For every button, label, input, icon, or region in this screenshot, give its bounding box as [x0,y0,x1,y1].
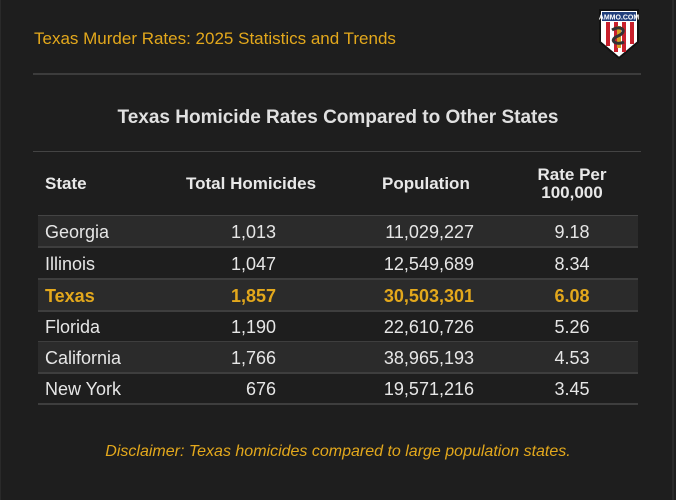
table-row: Georgia 1,013 11,029,227 9.18 [38,216,638,248]
rate-cell: 6.08 [554,286,590,306]
disclaimer: Disclaimer: Texas homicides compared to … [105,443,571,460]
homicides-cell: 1,190 [230,317,276,337]
rate-cell: 8.34 [554,254,590,274]
table-row: Florida 1,190 22,610,726 5.26 [38,311,638,343]
svg-text:★: ★ [617,51,622,57]
column-header-rate: Rate Per 100,000 [537,164,607,202]
homicides-cell: 1,766 [230,348,276,368]
population-cell: 19,571,216 [383,379,474,399]
ammo-com-logo: AMMO.COM ★ [599,9,640,60]
population-cell: 30,503,301 [383,286,474,306]
table-title: Texas Homicide Rates Compared to Other S… [117,107,559,128]
homicides-cell: 1,857 [230,286,276,306]
column-header-state: State [45,173,87,193]
homicides-cell: 1,047 [230,254,276,274]
state-cell: New York [45,379,122,399]
state-cell: Illinois [45,254,96,274]
rate-cell: 4.53 [554,348,590,368]
table-header: State Total Homicides Population Rate Pe… [38,152,638,217]
rate-cell: 5.26 [554,317,590,337]
table-row: New York 676 19,571,216 3.45 [38,373,638,405]
homicides-cell: 1,013 [230,222,276,242]
column-header-total-homicides: Total Homicides [186,173,317,193]
homicides-cell: 676 [245,379,276,399]
divider [33,73,641,75]
rate-cell: 3.45 [554,379,590,399]
svg-text:AMMO.COM: AMMO.COM [599,15,640,22]
divider [33,151,641,152]
state-cell: Florida [45,317,101,337]
table-row: Texas 1,857 30,503,301 6.08 [38,280,638,312]
table-row: Illinois 1,047 12,549,689 8.34 [38,248,638,280]
rate-cell: 9.18 [554,222,590,242]
population-cell: 12,549,689 [383,254,474,274]
page-title: Texas Murder Rates: 2025 Statistics and … [34,29,396,48]
state-cell: Texas [45,286,95,306]
column-header-population: Population [382,173,470,193]
state-cell: California [45,348,122,368]
population-cell: 22,610,726 [383,317,474,337]
population-cell: 38,965,193 [383,348,474,368]
state-cell: Georgia [45,222,110,242]
table-row: California 1,766 38,965,193 4.53 [38,342,638,374]
population-cell: 11,029,227 [385,222,474,242]
